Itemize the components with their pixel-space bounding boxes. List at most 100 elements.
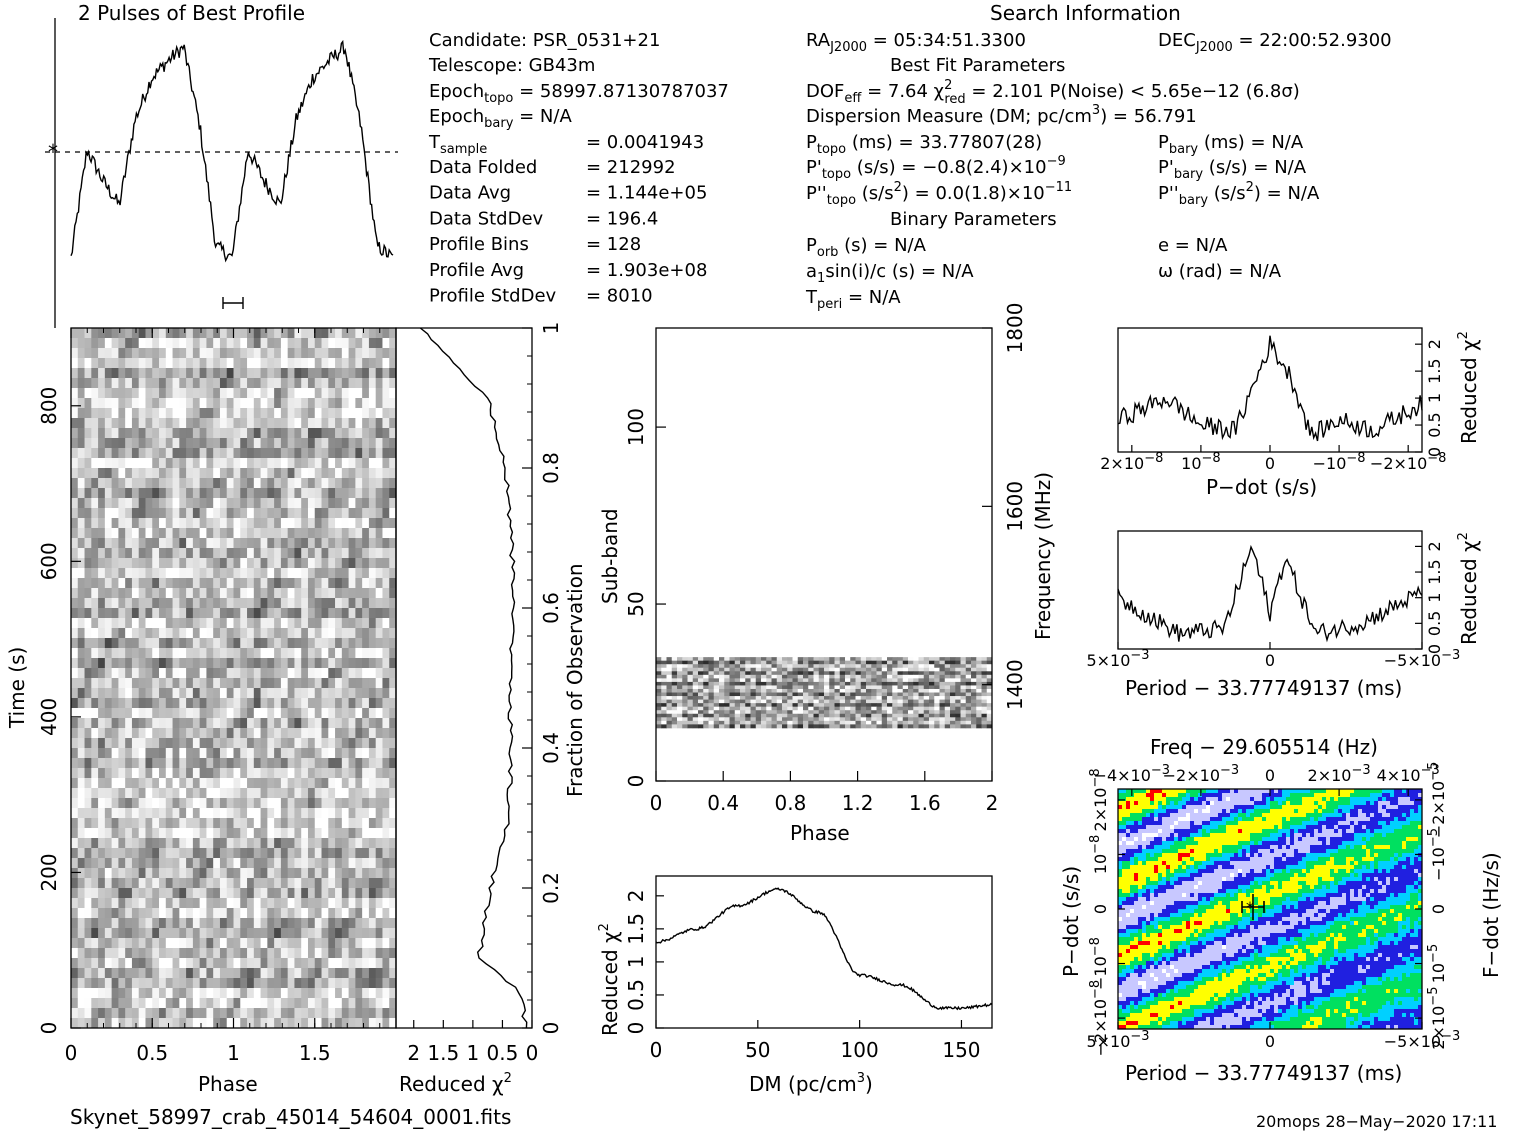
subband-cell — [782, 674, 788, 679]
time-phase-cell — [294, 568, 302, 579]
subband-cell — [782, 664, 788, 669]
time-phase-cell — [138, 898, 146, 909]
subband-cell — [897, 664, 904, 669]
time-phase-cell — [159, 908, 167, 919]
time-phase-cell — [152, 458, 160, 469]
time-phase-cell — [247, 398, 255, 409]
time-phase-cell — [84, 768, 92, 779]
time-phase-cell — [280, 698, 289, 709]
subband-cell — [666, 664, 673, 669]
time-phase-cell — [294, 1008, 302, 1019]
time-phase-cell — [152, 638, 160, 649]
time-phase-cell — [389, 998, 397, 1009]
dof-line: DOFeff = 7.64 χ2 red = 2.101 P(Noise) < 5… — [806, 78, 1300, 107]
time-phase-cell — [77, 708, 85, 719]
time-phase-cell — [274, 368, 282, 379]
time-phase-cell — [314, 608, 322, 619]
time-phase-cell — [287, 888, 295, 899]
time-phase-cell — [131, 808, 140, 819]
time-phase-cell — [199, 458, 207, 469]
time-phase-cell — [206, 408, 214, 419]
time-phase-cell — [341, 528, 349, 539]
subband-cell — [782, 692, 788, 697]
time-phase-cell — [253, 748, 261, 759]
subband-cell — [976, 660, 982, 665]
time-phase-cell — [104, 858, 113, 869]
ppdot-cell — [1310, 789, 1315, 794]
subband-cell — [677, 724, 683, 729]
time-phase-cell — [131, 978, 140, 989]
time-phase-cell — [152, 538, 160, 549]
time-phase-cell — [341, 408, 349, 419]
time-phase-cell — [233, 788, 241, 799]
subband-cell — [902, 671, 909, 676]
time-phase-cell — [307, 618, 316, 629]
time-phase-cell — [382, 748, 390, 759]
time-phase-cell — [355, 918, 363, 929]
subband-cell — [750, 671, 757, 676]
subband-cell — [892, 703, 898, 708]
time-phase-cell — [301, 388, 309, 399]
time-phase-cell — [368, 388, 377, 399]
time-phase-cell — [84, 728, 92, 739]
time-phase-cell — [314, 618, 322, 629]
ppdot-plot: Freq − 29.605514 (Hz) * −4×10−3−2×10−3 0 2… — [1059, 735, 1503, 1085]
time-phase-cell — [382, 648, 390, 659]
time-phase-cell — [247, 928, 255, 939]
time-phase-cell — [375, 868, 383, 879]
profile-title: 2 Pulses of Best Profile — [78, 1, 305, 25]
time-phase-cell — [138, 1018, 146, 1029]
time-phase-cell — [348, 408, 356, 419]
subband-cell — [908, 692, 914, 697]
time-phase-cell — [206, 418, 214, 429]
time-phase-cell — [274, 908, 282, 919]
time-phase-cell — [335, 898, 343, 909]
time-phase-cell — [98, 678, 106, 689]
time-phase-cell — [362, 738, 370, 749]
time-phase-cell — [104, 768, 113, 779]
subband-cell — [656, 660, 662, 665]
time-phase-cell — [280, 398, 289, 409]
subband-cell — [734, 696, 741, 700]
time-phase-cell — [159, 658, 167, 669]
time-phase-cell — [226, 808, 234, 819]
ppdot-cell — [1362, 789, 1367, 794]
time-phase-cell — [172, 878, 180, 889]
time-phase-cell — [287, 998, 295, 1009]
subband-cell — [871, 713, 877, 718]
time-phase-cell — [91, 518, 99, 529]
time-phase-cell — [260, 948, 268, 959]
time-phase-cell — [206, 828, 214, 839]
ppdot-cell — [1218, 789, 1223, 794]
time-phase-cell — [307, 728, 316, 739]
time-phase-cell — [138, 858, 146, 869]
dm-chi-tick-label: 0.5 — [624, 979, 648, 1011]
time-tick-label: 400 — [37, 698, 61, 736]
subband-cell — [897, 696, 904, 700]
time-phase-cell — [192, 768, 201, 779]
time-phase-cell — [84, 708, 92, 719]
subband-cell — [913, 657, 919, 662]
time-phase-cell — [84, 458, 92, 469]
time-phase-cell — [219, 538, 228, 549]
subband-cell — [761, 710, 767, 715]
time-phase-cell — [328, 728, 336, 739]
subband-cell — [923, 674, 930, 679]
time-phase-cell — [362, 478, 370, 489]
time-phase-cell — [138, 968, 146, 979]
time-phase-cell — [219, 848, 228, 859]
time-phase-cell — [213, 748, 221, 759]
time-phase-cell — [314, 708, 322, 719]
ppdot-cell — [1374, 789, 1379, 794]
time-phase-cell — [389, 488, 397, 499]
subband-cell — [860, 678, 867, 683]
time-phase-cell — [341, 728, 349, 739]
time-phase-cell — [233, 608, 241, 619]
time-phase-cell — [165, 478, 173, 489]
time-phase-cell — [104, 548, 113, 559]
time-phase-cell — [328, 718, 336, 729]
time-phase-cell — [172, 818, 180, 829]
time-phase-cell — [368, 758, 377, 769]
time-phase-cell — [382, 918, 390, 929]
